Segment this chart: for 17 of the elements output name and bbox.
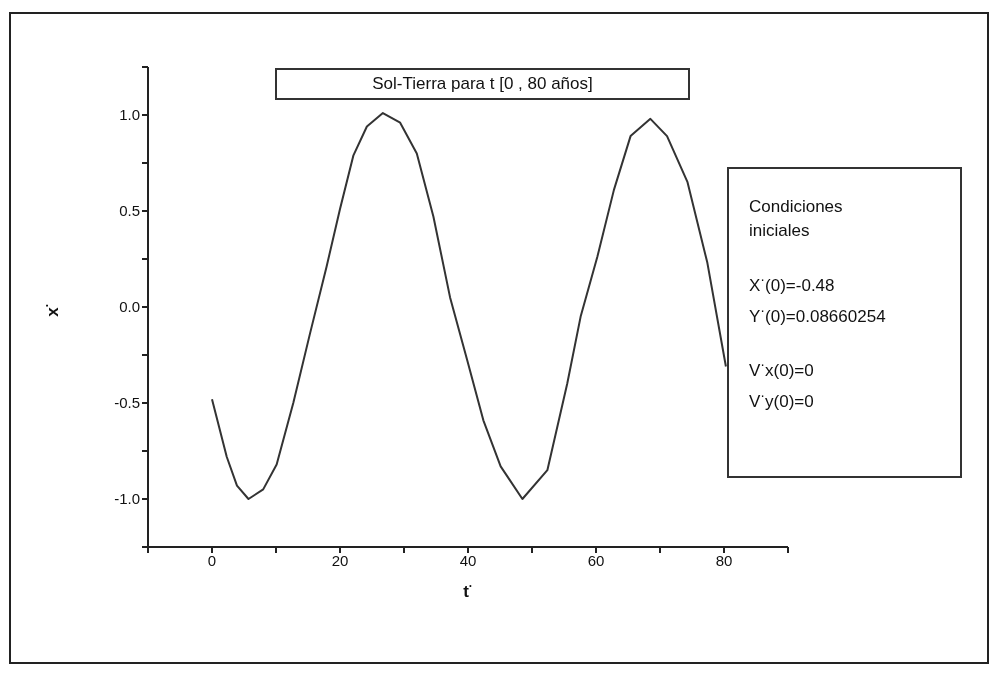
annotation: V$^{·}$x(0)=0 bbox=[749, 355, 815, 382]
annotation: Condiciones iniciales bbox=[749, 196, 844, 242]
x-tick-label: 60 bbox=[587, 551, 605, 569]
y-tick-label: 1.0 bbox=[119, 106, 140, 124]
y-tick-label: -0.5 bbox=[114, 394, 140, 412]
x-tick-label: 20 bbox=[331, 551, 349, 569]
x-axis-title: t$^{·}$ bbox=[463, 579, 473, 601]
annotation: X$^{·}$(0)=-0.48 bbox=[749, 270, 836, 297]
y-tick-label: -1.0 bbox=[114, 490, 140, 508]
x-tick-label: 0 bbox=[207, 551, 217, 569]
y-tick-label: 0.5 bbox=[119, 202, 140, 220]
x-tick-label: 80 bbox=[715, 551, 733, 569]
chart-title: Sol-Tierra para t [0 , 80 años] bbox=[275, 68, 690, 100]
y-tick-label: 0.0 bbox=[119, 298, 140, 316]
x-tick-label: 40 bbox=[459, 551, 477, 569]
annotation: V$^{·}$y(0)=0 bbox=[749, 385, 815, 413]
annotation: Y$^{·}$(0)=0.08660254 bbox=[749, 300, 886, 328]
